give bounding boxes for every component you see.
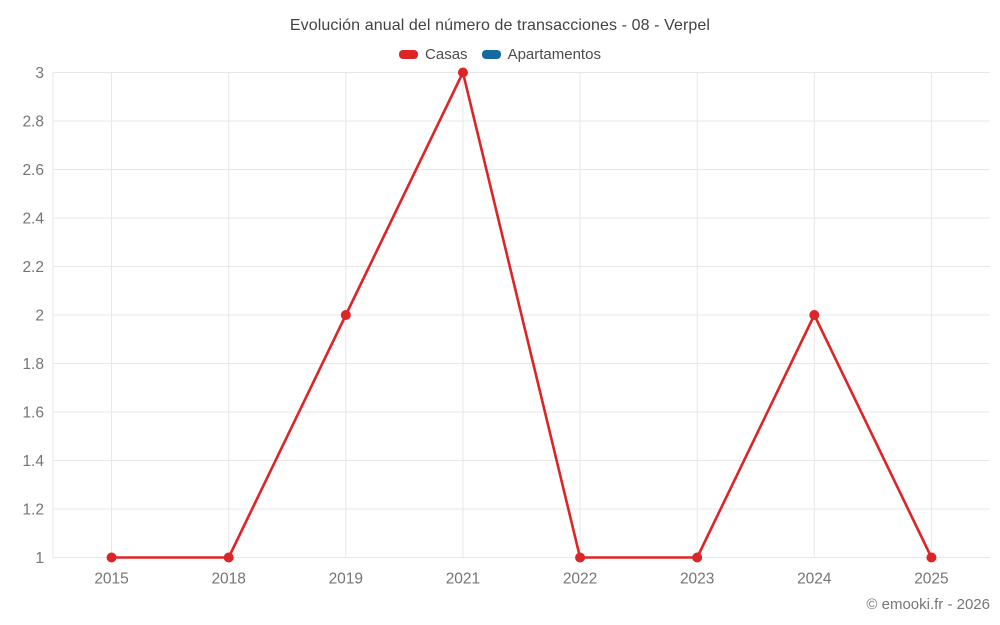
y-axis-tick-label: 2.8 xyxy=(22,114,44,131)
y-axis-tick-label: 1.4 xyxy=(22,453,44,470)
x-axis-tick-label: 2023 xyxy=(680,571,714,588)
x-axis-tick-label: 2022 xyxy=(563,571,597,588)
data-point-casas-2024 xyxy=(809,310,820,320)
casas-legend-swatch-icon xyxy=(399,50,419,59)
x-axis-tick-label: 2021 xyxy=(446,571,480,588)
y-axis-tick-label: 3 xyxy=(35,65,44,82)
y-axis-tick-label: 1.6 xyxy=(22,405,44,422)
x-axis-tick-label: 2024 xyxy=(797,571,832,588)
y-axis-tick-label: 1.8 xyxy=(22,356,44,373)
y-axis-tick-label: 2.2 xyxy=(22,259,44,276)
y-axis-tick-label: 2 xyxy=(35,308,44,325)
x-axis-tick-label: 2018 xyxy=(211,571,245,588)
copyright-watermark: © emooki.fr - 2026 xyxy=(866,596,990,613)
data-point-casas-2022 xyxy=(575,552,586,563)
x-axis-tick-label: 2019 xyxy=(329,571,363,588)
y-axis-tick-label: 1 xyxy=(35,550,44,567)
series-line-casas xyxy=(110,71,933,559)
y-axis-tick-label: 2.6 xyxy=(22,162,44,179)
data-point-casas-2019 xyxy=(340,310,351,320)
apartamentos-legend-swatch-icon xyxy=(481,50,501,59)
chart-title: Evolución anual del número de transaccio… xyxy=(289,17,711,34)
data-point-casas-2018 xyxy=(223,552,234,563)
data-point-casas-2023 xyxy=(692,552,703,563)
legend-item-apartamentos[interactable]: Apartamentos xyxy=(481,46,601,63)
casas-legend-label: Casas xyxy=(425,46,468,63)
data-point-casas-2021 xyxy=(457,67,468,78)
chart-legend: Casas Apartamentos xyxy=(0,46,1000,63)
apartamentos-legend-label: Apartamentos xyxy=(507,46,601,63)
data-point-casas-2025 xyxy=(926,552,937,563)
y-axis-tick-label: 2.4 xyxy=(22,211,44,228)
legend-item-casas[interactable]: Casas xyxy=(399,46,468,63)
x-axis-tick-label: 2025 xyxy=(914,571,948,588)
x-axis-tick-label: 2015 xyxy=(94,571,128,588)
y-axis-tick-label: 1.2 xyxy=(22,502,44,519)
data-point-casas-2015 xyxy=(106,552,117,563)
